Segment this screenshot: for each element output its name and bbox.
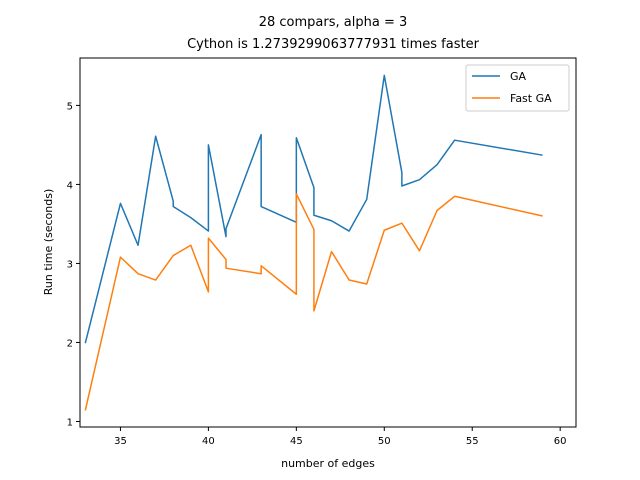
legend: GA Fast GA [465,64,570,112]
x-tick-label: 60 [554,436,567,447]
series-line-fast-ga [84,193,543,411]
chart-title: 28 compars, alpha = 3 [259,15,408,30]
x-tick-label: 40 [202,436,215,447]
chart-subtitle: Cython is 1.2739299063777931 times faste… [187,37,480,52]
x-tick-label: 50 [378,436,391,447]
y-tick-label: 5 [67,101,73,112]
x-tick-label: 35 [114,436,127,447]
series-lines [84,74,543,411]
plot-frame [79,57,577,428]
y-tick-label: 1 [67,417,73,428]
x-axis-label: number of edges [281,457,375,470]
x-tick-label: 55 [466,436,479,447]
y-tick-label: 3 [67,259,73,270]
legend-label-fast-ga: Fast GA [510,92,552,105]
x-tick-label: 45 [290,436,303,447]
y-tick-label: 4 [67,180,73,191]
y-axis-label: Run time (seconds) [42,189,55,295]
legend-label-ga: GA [510,70,527,83]
y-tick-label: 2 [67,338,73,349]
